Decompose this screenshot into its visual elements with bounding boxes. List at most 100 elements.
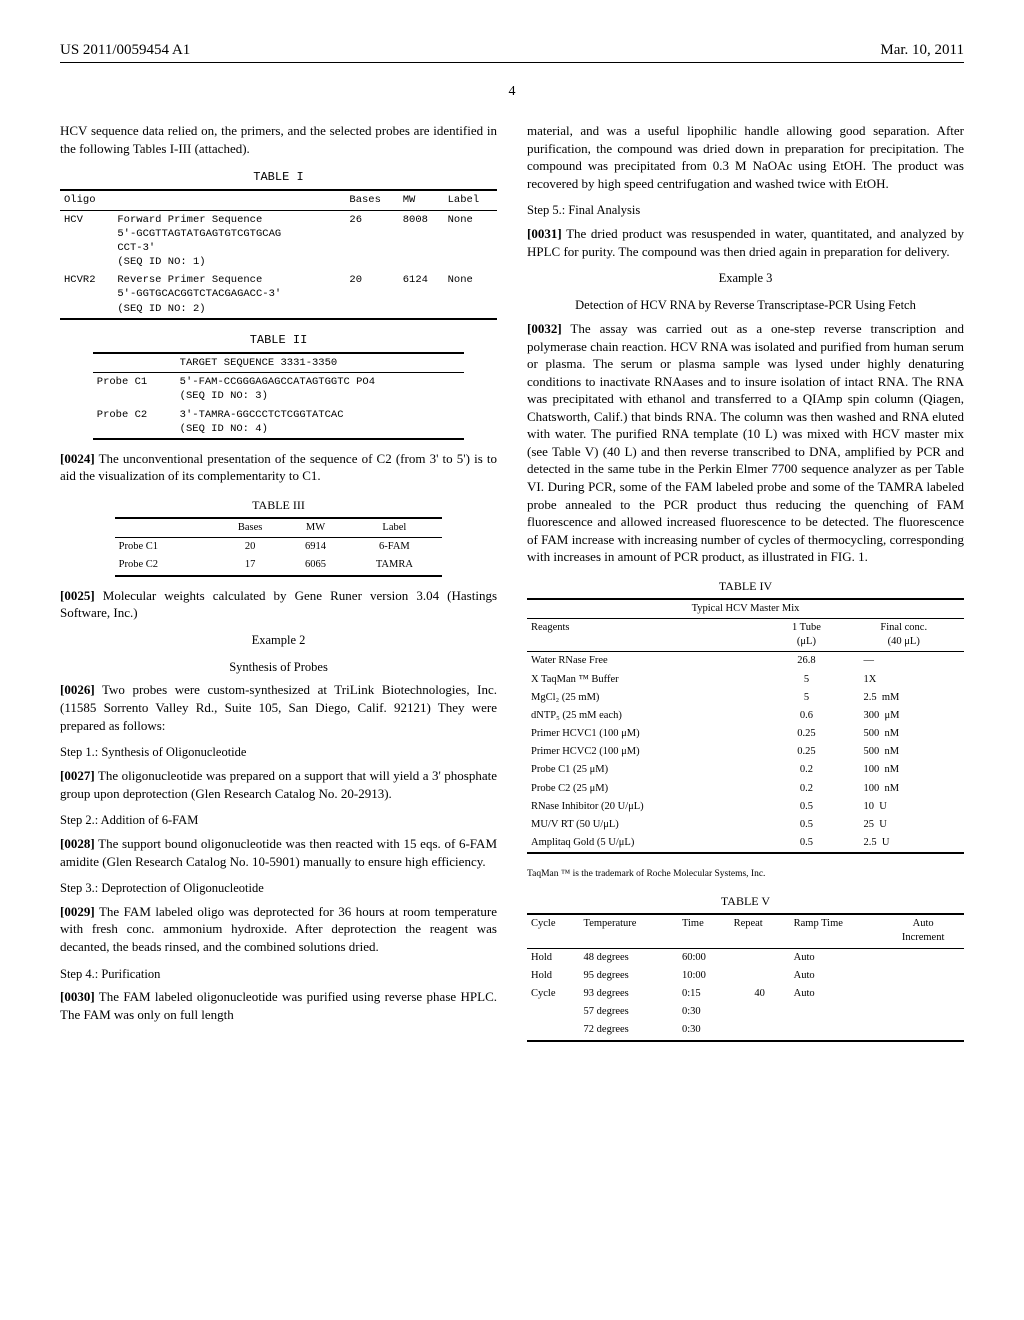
t1-col3: MW xyxy=(399,190,444,210)
cell: 93 degrees xyxy=(580,985,678,1003)
table4: Typical HCV Master Mix Reagents 1 Tube (… xyxy=(527,598,964,858)
table4-title: TABLE IV xyxy=(527,578,964,594)
para-num: [0024] xyxy=(60,451,95,466)
step3-title: Step 3.: Deprotection of Oligonucleotide xyxy=(60,880,497,897)
table3-title: TABLE III xyxy=(60,497,497,513)
cell xyxy=(882,1021,964,1040)
cell: 500 nM xyxy=(844,725,965,743)
cell: 1X xyxy=(844,671,965,689)
t3-r0-label: 6-FAM xyxy=(346,538,442,557)
left-column: HCV sequence data relied on, the primers… xyxy=(60,122,497,1055)
example2-title: Example 2 xyxy=(60,632,497,649)
cell: RNase Inhibitor (20 U/μL) xyxy=(527,798,769,816)
t1-r0-bases: 26 xyxy=(345,210,398,271)
t3-r1-mw: 6065 xyxy=(285,556,347,575)
cell: dNTP₅ (25 mM each) xyxy=(527,707,769,725)
table-row: Amplitaq Gold (5 U/μL)0.52.5 U xyxy=(527,834,964,853)
para-num: [0029] xyxy=(60,904,95,919)
para-text: The FAM labeled oligonucleotide was puri… xyxy=(60,989,497,1022)
t2-r0-seq: 5'-FAM-CCGGGAGAGCCATAGTGGTC PO4 (SEQ ID … xyxy=(176,373,465,406)
cell: Amplitaq Gold (5 U/μL) xyxy=(527,834,769,853)
t2-header: TARGET SEQUENCE 3331-3350 xyxy=(176,353,465,373)
step4-title: Step 4.: Purification xyxy=(60,966,497,983)
table3: Bases MW Label Probe C1 20 6914 6-FAM Pr… xyxy=(115,517,443,577)
example3-title: Example 3 xyxy=(527,270,964,287)
table1: Oligo Bases MW Label HCV Forward Primer … xyxy=(60,189,497,319)
t1-r1-bases: 20 xyxy=(345,271,398,319)
cell xyxy=(790,1021,883,1040)
cell: 25 U xyxy=(844,816,965,834)
table2-title: TABLE II xyxy=(60,332,497,348)
para-num: [0025] xyxy=(60,588,95,603)
t3-col1: Bases xyxy=(215,518,284,538)
para-num: [0027] xyxy=(60,768,95,783)
t4-col1: 1 Tube (μL) xyxy=(769,619,843,652)
para-text: The FAM labeled oligo was deprotected fo… xyxy=(60,904,497,954)
t1-r0-label: None xyxy=(444,210,497,271)
para-0025: [0025] Molecular weights calculated by G… xyxy=(60,587,497,622)
cell: 0:15 xyxy=(678,985,730,1003)
para-text: The oligonucleotide was prepared on a su… xyxy=(60,768,497,801)
para-num: [0028] xyxy=(60,836,95,851)
cell xyxy=(730,948,790,967)
doc-number: US 2011/0059454 A1 xyxy=(60,40,190,60)
table-row: dNTP₅ (25 mM each)0.6300 μM xyxy=(527,707,964,725)
intro-text: HCV sequence data relied on, the primers… xyxy=(60,122,497,157)
step2-title: Step 2.: Addition of 6-FAM xyxy=(60,812,497,829)
cell: 100 nM xyxy=(844,780,965,798)
cell xyxy=(882,948,964,967)
cell: 0.25 xyxy=(769,725,843,743)
cell xyxy=(730,967,790,985)
table-row: Probe C1 (25 μM)0.2100 nM xyxy=(527,761,964,779)
table-row: Probe C2 (25 μM)0.2100 nM xyxy=(527,780,964,798)
para-0030: [0030] The FAM labeled oligonucleotide w… xyxy=(60,988,497,1023)
example2-subtitle: Synthesis of Probes xyxy=(60,659,497,676)
t1-col0: Oligo xyxy=(60,190,113,210)
para-0032: [0032] The assay was carried out as a on… xyxy=(527,320,964,566)
cell: 10 U xyxy=(844,798,965,816)
cell: 100 nM xyxy=(844,761,965,779)
t3-r0-name: Probe C1 xyxy=(115,538,216,557)
table-row: X TaqMan ™ Buffer51X xyxy=(527,671,964,689)
cell: 40 xyxy=(730,985,790,1003)
t5-col0: Cycle xyxy=(527,914,580,948)
cell: Cycle xyxy=(527,985,580,1003)
para-text: The unconventional presentation of the s… xyxy=(60,451,497,484)
t4-col2: Final conc. (40 μL) xyxy=(844,619,965,652)
t1-r0-mw: 8008 xyxy=(399,210,444,271)
para-num: [0031] xyxy=(527,226,562,241)
cell: 5 xyxy=(769,671,843,689)
table5: Cycle Temperature Time Repeat Ramp Time … xyxy=(527,913,964,1045)
right-column: material, and was a useful lipophilic ha… xyxy=(527,122,964,1055)
cell: Water RNase Free xyxy=(527,652,769,671)
cell xyxy=(527,1021,580,1040)
table-row: Water RNase Free26.8— xyxy=(527,652,964,671)
step5-title: Step 5.: Final Analysis xyxy=(527,202,964,219)
table4-footnote: TaqMan ™ is the trademark of Roche Molec… xyxy=(527,868,964,881)
cell xyxy=(882,967,964,985)
cell: Primer HCVC1 (100 μM) xyxy=(527,725,769,743)
t4-subtitle: Typical HCV Master Mix xyxy=(527,599,964,619)
cell: Auto xyxy=(790,967,883,985)
t1-r1-mw: 6124 xyxy=(399,271,444,319)
t5-col2: Time xyxy=(678,914,730,948)
t1-r1-desc: Reverse Primer Sequence 5'-GGTGCACGGTCTA… xyxy=(113,271,345,319)
cell: Auto xyxy=(790,985,883,1003)
t1-r0-oligo: HCV xyxy=(60,210,113,271)
cell: 95 degrees xyxy=(580,967,678,985)
table-row: MU/V RT (50 U/μL)0.525 U xyxy=(527,816,964,834)
cell: 0.5 xyxy=(769,816,843,834)
para-0027: [0027] The oligonucleotide was prepared … xyxy=(60,767,497,802)
doc-date: Mar. 10, 2011 xyxy=(880,40,964,60)
cell: MgCl₂ (25 mM) xyxy=(527,689,769,707)
cell: Probe C1 (25 μM) xyxy=(527,761,769,779)
cell: MU/V RT (50 U/μL) xyxy=(527,816,769,834)
cell: 48 degrees xyxy=(580,948,678,967)
cell: 0.6 xyxy=(769,707,843,725)
cell: 60:00 xyxy=(678,948,730,967)
t1-col4: Label xyxy=(444,190,497,210)
para-num: [0032] xyxy=(527,321,562,336)
table-row: RNase Inhibitor (20 U/μL)0.510 U xyxy=(527,798,964,816)
cell: 0.5 xyxy=(769,798,843,816)
para-0031: [0031] The dried product was resuspended… xyxy=(527,225,964,260)
